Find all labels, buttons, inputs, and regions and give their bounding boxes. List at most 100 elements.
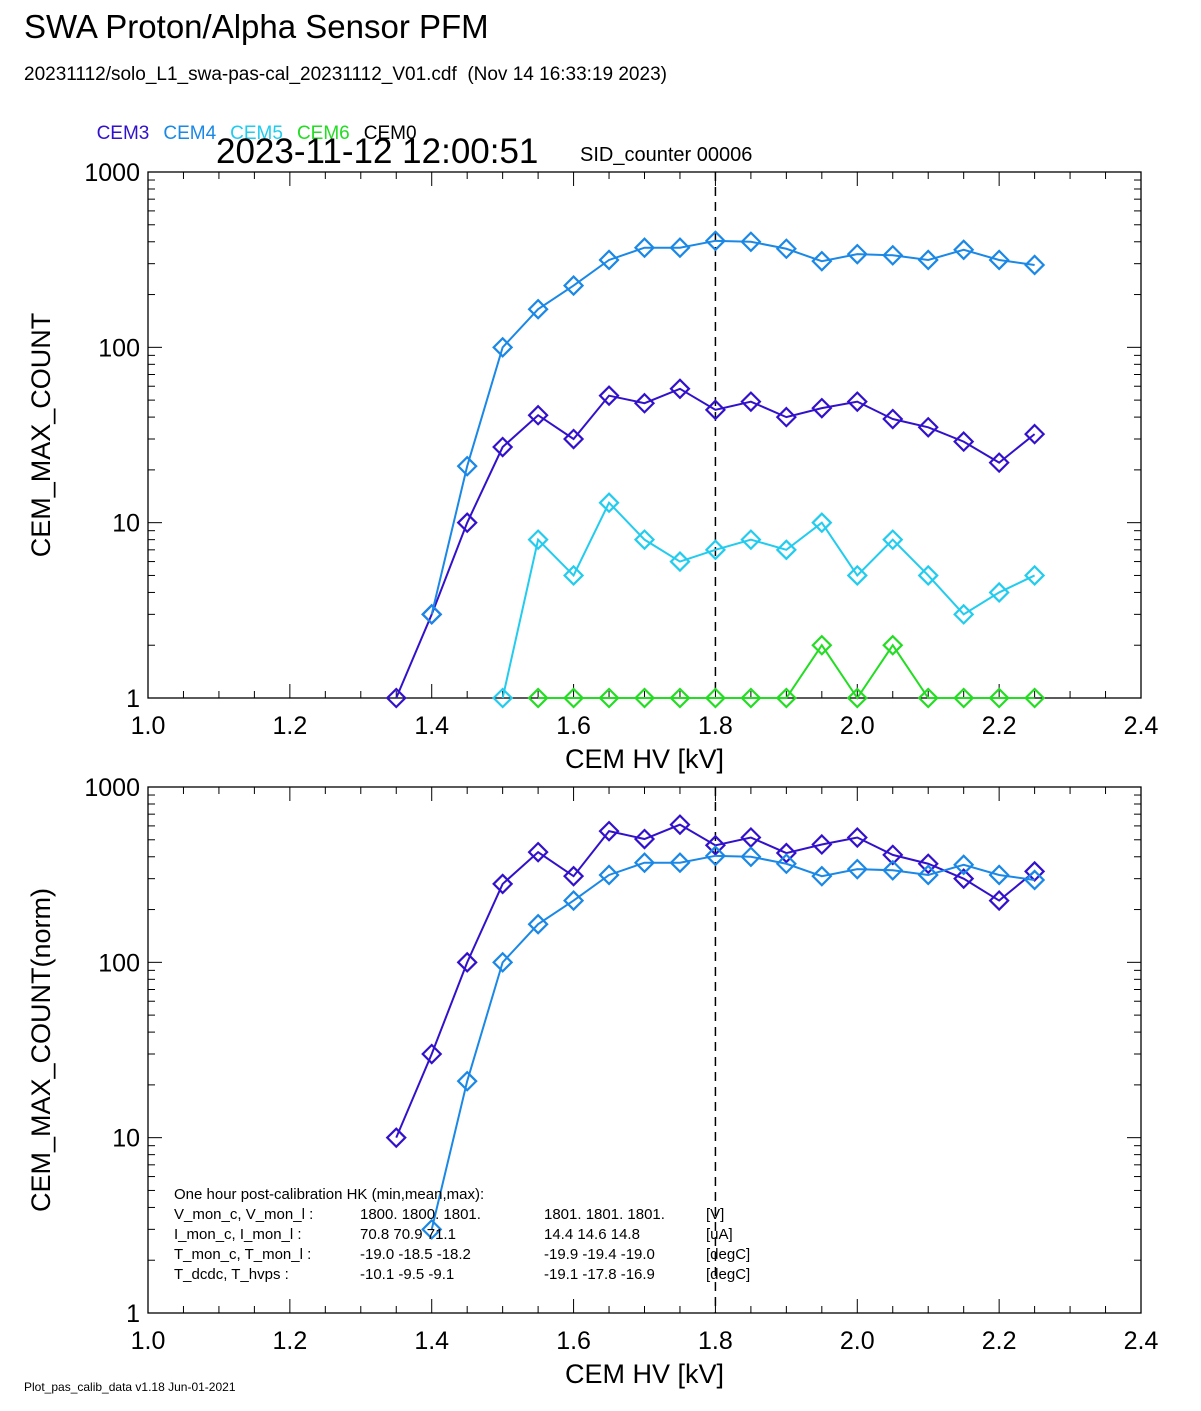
hk-cell: 70.8 70.9 71.1 <box>360 1226 456 1243</box>
hk-cell: -10.1 -9.5 -9.1 <box>360 1266 454 1283</box>
data-point-cem3 <box>775 406 797 428</box>
y-tick-label: 1 <box>126 1300 140 1328</box>
data-point-cem4 <box>846 858 868 880</box>
legend-item-cem4: CEM4 <box>163 123 217 144</box>
data-point-cem3 <box>492 436 514 458</box>
x-axis-label: CEM HV [kV] <box>565 1359 724 1389</box>
data-point-cem3 <box>456 951 478 973</box>
data-point-cem6 <box>633 687 656 709</box>
data-point-cem5 <box>669 551 691 573</box>
data-point-cem5 <box>811 512 833 534</box>
footer-version: Plot_pas_calib_data v1.18 Jun-01-2021 <box>24 1380 236 1394</box>
data-point-cem3 <box>704 834 726 856</box>
data-point-cem4 <box>421 1218 443 1240</box>
data-point-cem5 <box>740 529 762 551</box>
x-tick-label: 2.2 <box>982 1327 1017 1355</box>
plot-frame <box>147 171 1142 699</box>
data-point-cem3 <box>633 828 656 850</box>
x-tick-label: 2.4 <box>1124 1327 1159 1355</box>
data-point-cem3 <box>421 1043 443 1065</box>
data-point-cem6 <box>669 687 691 709</box>
x-tick-label: 2.0 <box>840 712 875 740</box>
data-point-cem5 <box>988 581 1010 603</box>
data-point-cem3 <box>846 826 868 849</box>
series-line-cem4 <box>430 854 1035 1230</box>
x-tick-label: 1.6 <box>556 712 591 740</box>
data-point-cem4 <box>633 852 656 874</box>
y-tick-label: 100 <box>98 334 140 362</box>
data-point-cem3 <box>811 833 833 856</box>
series-line-cem3 <box>395 387 1036 699</box>
data-point-cem4 <box>598 249 620 271</box>
series-line-cem6 <box>538 643 1035 700</box>
data-point-cem4 <box>598 864 620 886</box>
hk-cell: [uA] <box>706 1226 733 1243</box>
data-point-cem3 <box>811 397 833 419</box>
hk-cell: T_dcdc, T_hvps : <box>174 1266 289 1283</box>
data-point-cem6 <box>563 687 585 709</box>
data-point-cem3 <box>917 853 939 875</box>
data-point-cem4 <box>740 846 762 868</box>
data-point-cem4 <box>421 603 443 625</box>
data-point-cem4 <box>563 890 585 912</box>
series-line-cem4 <box>430 239 1035 615</box>
timestamp: 2023-11-12 12:00:51 <box>216 132 539 171</box>
hk-cell: 14.4 14.6 14.8 <box>544 1226 640 1243</box>
y-tick-label: 1000 <box>84 774 140 802</box>
data-point-cem3 <box>563 865 585 887</box>
x-tick-label: 1.4 <box>414 712 449 740</box>
data-point-cem5 <box>563 564 585 587</box>
data-point-cem4 <box>917 249 939 271</box>
data-point-cem5 <box>1024 564 1046 587</box>
data-point-cem4 <box>704 845 726 867</box>
data-point-cem5 <box>953 603 975 625</box>
data-point-cem3 <box>953 431 975 453</box>
data-point-cem3 <box>1024 423 1046 445</box>
data-point-cem3 <box>385 1127 407 1149</box>
data-point-cem3 <box>846 391 868 413</box>
data-point-cem4 <box>988 864 1010 886</box>
hk-cell: [degC] <box>706 1246 750 1263</box>
data-point-cem5 <box>527 529 549 551</box>
data-point-cem3 <box>598 820 620 842</box>
hk-cell: [degC] <box>706 1266 750 1283</box>
data-point-cem3 <box>988 890 1010 912</box>
legend-item-cem6: CEM6 <box>296 123 350 144</box>
data-point-cem5 <box>846 564 868 587</box>
data-point-cem4 <box>1024 869 1046 891</box>
x-tick-label: 1.0 <box>131 1327 166 1355</box>
hk-cell: -19.0 -18.5 -18.2 <box>360 1246 471 1263</box>
data-point-cem4 <box>775 238 797 260</box>
x-tick-label: 1.0 <box>131 712 166 740</box>
y-tick-label: 1 <box>126 685 140 713</box>
data-point-cem4 <box>704 230 726 252</box>
hk-cell: [V] <box>706 1206 724 1223</box>
data-point-cem3 <box>775 842 797 864</box>
x-tick-label: 1.6 <box>556 1327 591 1355</box>
data-point-cem3 <box>669 814 691 836</box>
data-point-cem4 <box>456 1070 478 1092</box>
data-point-cem3 <box>598 385 620 407</box>
data-point-cem4 <box>456 455 478 477</box>
data-point-cem6 <box>775 687 797 709</box>
x-tick-label: 1.2 <box>272 712 307 740</box>
data-point-cem4 <box>1024 254 1046 276</box>
x-tick-label: 2.4 <box>1124 712 1159 740</box>
y-tick-label: 1000 <box>84 159 140 187</box>
data-point-cem3 <box>527 841 549 863</box>
data-point-cem4 <box>492 336 514 358</box>
data-point-cem3 <box>385 687 407 709</box>
page-title: SWA Proton/Alpha Sensor PFM <box>24 8 489 45</box>
file-subtitle: 20231112/solo_L1_swa-pas-cal_20231112_V0… <box>24 64 667 85</box>
x-tick-label: 1.2 <box>272 1327 307 1355</box>
series-line-cem5 <box>501 500 1036 699</box>
data-point-cem6 <box>953 687 975 709</box>
data-point-cem6 <box>917 687 939 709</box>
data-point-cem3 <box>456 512 478 534</box>
data-point-cem5 <box>633 529 656 551</box>
hk-cell: I_mon_c, I_mon_l : <box>174 1226 302 1243</box>
hk-cell: 1801. 1801. 1801. <box>544 1206 665 1223</box>
data-point-cem3 <box>527 404 549 426</box>
data-point-cem4 <box>492 951 514 973</box>
